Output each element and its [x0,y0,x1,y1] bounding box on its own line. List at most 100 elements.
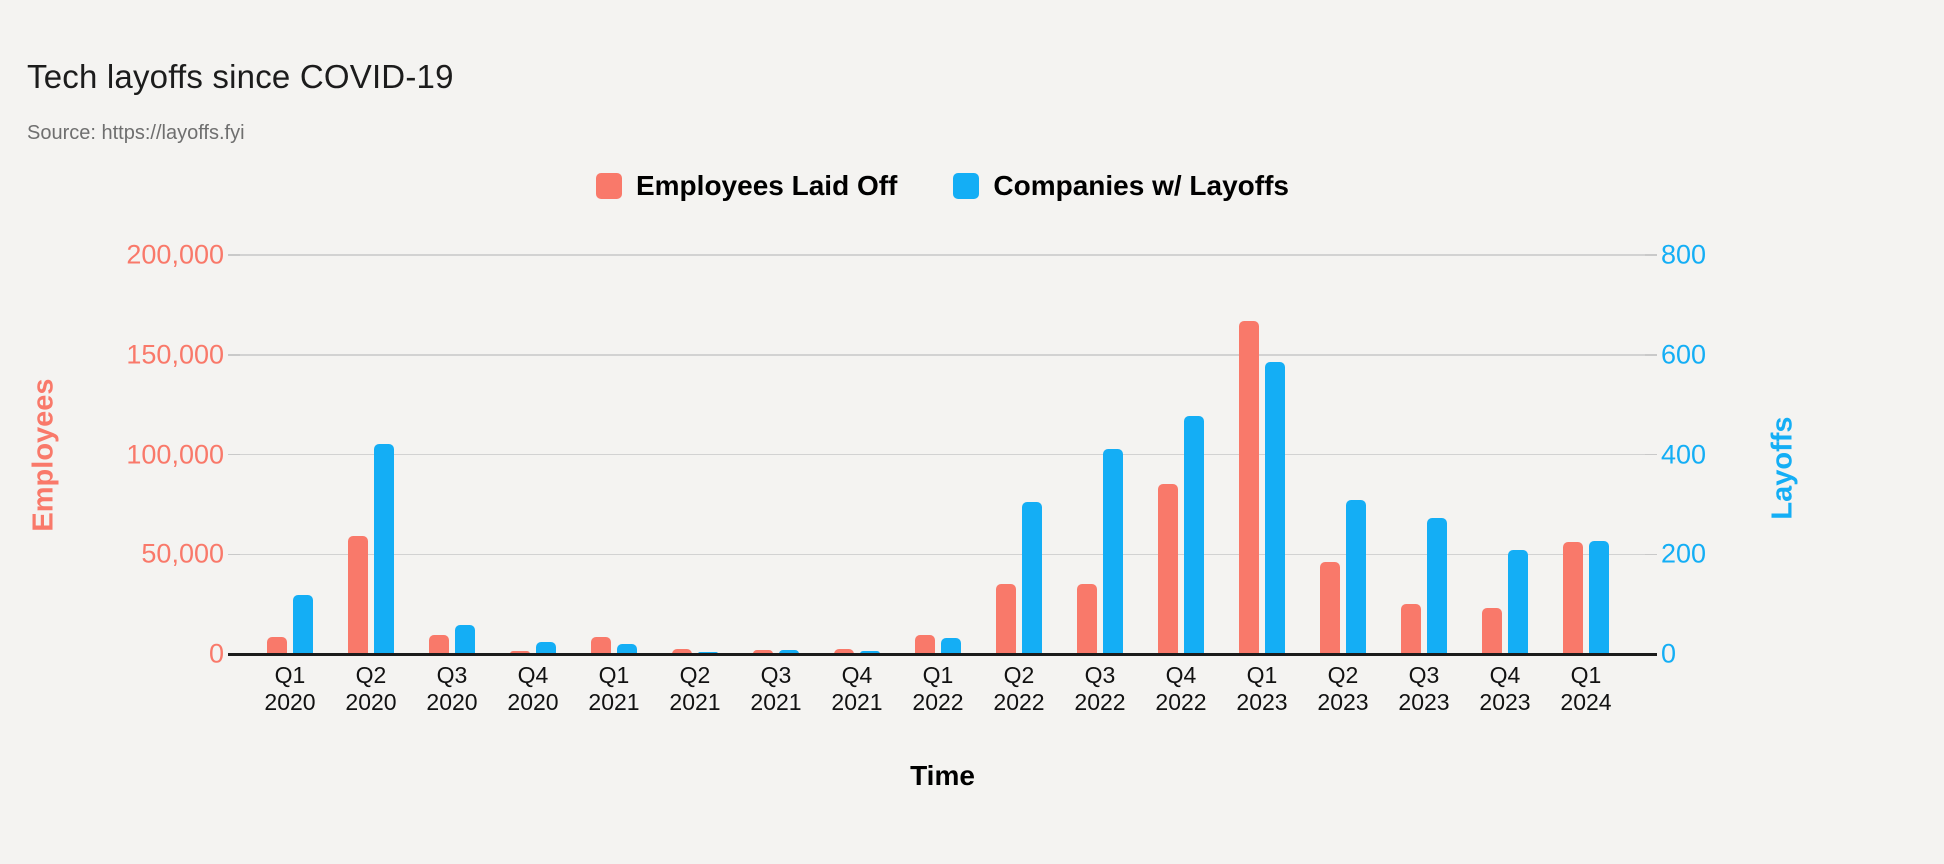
x-tick-line: 2020 [264,689,316,715]
x-tick-line: Q1 [598,662,630,688]
x-tick-line: Q3 [1408,662,1440,688]
companies-bar [1265,362,1285,654]
x-axis-tick-label: Q3 2022 [1055,662,1145,716]
x-axis-tick-label: Q4 2023 [1460,662,1550,716]
left-axis-tick-label: 0 [208,638,224,669]
x-axis-tick-label: Q2 2022 [974,662,1064,716]
employees-bar [1239,320,1259,654]
x-tick-line: 2020 [345,689,397,715]
right-axis-title: Layoffs [1766,416,1799,520]
x-tick-line: Q4 [841,662,873,688]
x-axis-tick-label: Q1 2023 [1217,662,1307,716]
x-tick-line: 2022 [993,689,1045,715]
x-axis-tick-label: Q2 2020 [326,662,416,716]
x-axis-line [228,652,1657,656]
employees-bar [1482,608,1502,654]
x-axis-tick-label: Q3 2023 [1379,662,1469,716]
axis-tick-mark [1645,553,1657,555]
axis-tick-mark [228,254,240,256]
x-axis-tick-label: Q3 2021 [731,662,821,716]
x-tick-line: 2022 [912,689,964,715]
companies-bar [1184,416,1204,654]
employees-bar [1158,484,1178,654]
x-axis-title: Time [910,760,975,791]
right-axis-tick-label: 0 [1661,638,1677,669]
x-axis-tick-label: Q4 2022 [1136,662,1226,716]
companies-bar [1427,518,1447,654]
employees-bar [753,650,773,654]
x-tick-line: 2021 [750,689,802,715]
x-tick-line: 2024 [1560,689,1612,715]
x-tick-line: Q1 [1246,662,1278,688]
x-axis-tick-label: Q1 2021 [569,662,659,716]
x-tick-line: 2020 [426,689,478,715]
x-tick-line: Q1 [922,662,954,688]
x-axis-tick-label: Q1 2024 [1541,662,1631,716]
employees-bar [1563,542,1583,654]
employees-bar [996,584,1016,654]
companies-bar [293,595,313,654]
right-axis-tick-label: 400 [1661,439,1707,469]
companies-bar [455,624,475,654]
companies-bar [1589,540,1609,654]
gridline [240,254,1645,256]
employees-bar [672,649,692,654]
employees-bar [834,649,854,654]
gridline [240,354,1645,356]
x-axis-tick-label: Q4 2020 [488,662,578,716]
x-axis-tick-label: Q2 2021 [650,662,740,716]
gridline [240,553,1645,555]
employees-bar [348,536,368,654]
x-tick-line: Q2 [1327,662,1359,688]
employees-bar [1401,604,1421,654]
companies-bar [1103,448,1123,654]
axis-tick-mark [1645,354,1657,356]
companies-bar [536,642,556,654]
right-axis-tick-label: 600 [1661,339,1707,370]
gridline [240,453,1645,456]
companies-bar [941,637,961,654]
right-axis-tick-label: 800 [1661,239,1707,270]
axis-tick-mark [228,553,240,555]
x-axis-tick-label: Q3 2020 [407,662,497,716]
x-axis-tick-label: Q1 2022 [893,662,983,716]
x-tick-line: 2023 [1479,689,1531,715]
employees-bar [591,637,611,654]
companies-bar [860,650,880,654]
x-tick-line: Q3 [760,662,792,688]
x-tick-line: Q2 [1003,662,1035,688]
x-tick-line: 2023 [1317,689,1369,715]
x-tick-line: Q1 [1570,662,1602,688]
x-tick-line: Q3 [1084,662,1116,688]
employees-bar [429,634,449,654]
axis-tick-mark [228,453,240,456]
left-axis-title: Employees [27,377,60,532]
x-tick-line: Q2 [355,662,387,688]
left-axis-tick-label: 50,000 [141,538,224,569]
legend-label: Employees Laid Off [635,170,898,201]
left-axis-tick-label: 100,000 [126,439,224,469]
x-tick-line: Q1 [274,662,306,688]
left-axis-tick-label: 200,000 [126,239,224,270]
chart-title: Tech layoffs since COVID-19 [27,58,454,95]
companies-legend-swatch [953,173,980,199]
companies-bar [617,644,637,654]
x-tick-line: 2021 [588,689,640,715]
companies-bar [1508,549,1528,654]
legend-label: Companies w/ Layoffs [993,170,1290,201]
x-tick-line: 2023 [1236,689,1288,715]
x-tick-line: Q4 [1165,662,1197,688]
legend: Employees Laid Off Companies w/ Layoffs [240,170,1645,202]
chart-source: Source: https://layoffs.fyi [27,122,245,144]
x-tick-line: 2022 [1074,689,1126,715]
plot-area [228,254,1657,656]
employees-legend-swatch [595,173,622,199]
x-tick-line: Q3 [436,662,468,688]
x-tick-line: 2020 [507,689,559,715]
x-tick-line: 2021 [669,689,721,715]
x-tick-line: 2023 [1398,689,1450,715]
companies-bar [1346,499,1366,654]
x-tick-line: Q4 [1489,662,1521,688]
employees-bar [1077,584,1097,654]
